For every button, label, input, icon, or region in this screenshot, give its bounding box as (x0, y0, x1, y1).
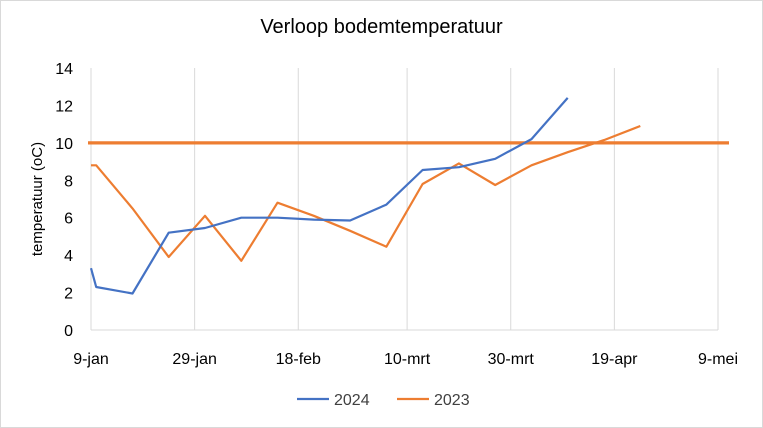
legend: 2024 2023 (297, 392, 470, 409)
y-tick-label: 10 (55, 136, 73, 153)
y-tick-label: 14 (55, 61, 73, 78)
y-tick-label: 12 (55, 98, 73, 115)
x-tick-labels: 9-jan 29-jan 18-feb 10-mrt 30-mrt 19-apr 9-mei (73, 351, 738, 368)
y-tick-label: 2 (64, 286, 73, 303)
x-tick-label: 30-mrt (488, 351, 535, 368)
series-2023-line (91, 124, 641, 262)
axes (90, 68, 718, 331)
y-tick-label: 6 (64, 211, 73, 228)
series-layer (89, 97, 641, 295)
x-tick-label: 18-feb (276, 351, 321, 368)
grid-lines (194, 68, 719, 330)
y-tick-labels: 0 2 4 6 8 10 12 14 (55, 61, 73, 340)
x-tick-label: 9-mei (698, 351, 738, 368)
x-tick-label: 19-apr (591, 351, 638, 368)
y-tick-label: 0 (64, 323, 73, 340)
y-tick-label: 4 (64, 248, 73, 265)
chart-title: Verloop bodemtemperatuur (260, 16, 503, 38)
series-2024-line (89, 97, 569, 295)
x-tick-label: 9-jan (73, 351, 109, 368)
y-axis-label: temperatuur (oC) (29, 142, 46, 256)
y-tick-label: 8 (64, 173, 73, 190)
x-tick-label: 10-mrt (384, 351, 431, 368)
legend-label: 2024 (334, 392, 370, 409)
legend-label: 2023 (434, 392, 470, 409)
x-tick-label: 29-jan (172, 351, 216, 368)
